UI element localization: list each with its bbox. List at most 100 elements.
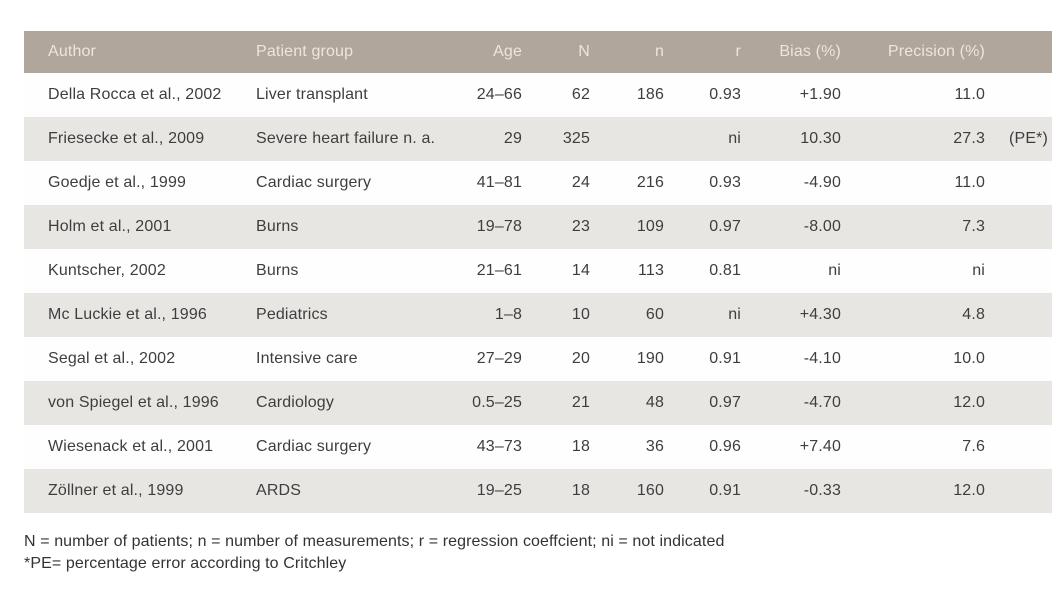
table-row: Della Rocca et al., 2002 Liver transplant… (24, 73, 1052, 117)
table-cell: Burns (256, 249, 426, 293)
column-header: Patient group (256, 31, 426, 73)
table-cell: Goedje et al., 1999 (24, 161, 256, 205)
table-cell: 113 (590, 249, 664, 293)
table-cell: von Spiegel et al., 1996 (24, 381, 256, 425)
table-cell: 27.3 (841, 117, 985, 161)
footnotes: N = number of patients; n = number of me… (24, 531, 724, 575)
table-cell: ni (741, 249, 841, 293)
table-row: Kuntscher, 2002 Burns 21–61 14 113 0.81 ni ni (24, 249, 1052, 293)
table-cell (985, 337, 1052, 381)
table-cell: 23 (522, 205, 590, 249)
table-cell: Wiesenack et al., 2001 (24, 425, 256, 469)
table-cell: 43–73 (426, 425, 522, 469)
pe-annotation: (PE*) (985, 117, 1052, 161)
table-cell: 0.93 (664, 161, 741, 205)
table-cell: 190 (590, 337, 664, 381)
table-cell: 21–61 (426, 249, 522, 293)
table-cell (985, 425, 1052, 469)
table-cell: 62 (522, 73, 590, 117)
table-cell: 10.0 (841, 337, 985, 381)
table-cell: 18 (522, 425, 590, 469)
column-header: N (522, 31, 590, 73)
table-cell: Severe heart failure n. a. (256, 117, 435, 161)
table-cell: ni (664, 293, 741, 337)
table-cell: 0.91 (664, 469, 741, 513)
column-header: Bias (%) (741, 31, 841, 73)
column-header: Age (426, 31, 522, 73)
table-cell: 325 (522, 117, 590, 161)
table-cell: 12.0 (841, 469, 985, 513)
table-cell: 160 (590, 469, 664, 513)
table-cell (985, 381, 1052, 425)
table-cell: 14 (522, 249, 590, 293)
table-cell: 7.3 (841, 205, 985, 249)
column-header: n (590, 31, 664, 73)
table-cell: Segal et al., 2002 (24, 337, 256, 381)
table-cell: ni (841, 249, 985, 293)
table-cell: Zöllner et al., 1999 (24, 469, 256, 513)
table-cell: 24 (522, 161, 590, 205)
footnote-pe-definition: *PE= percentage error according to Critc… (24, 555, 347, 572)
table-cell (985, 293, 1052, 337)
table-cell: 60 (590, 293, 664, 337)
table-cell: Burns (256, 205, 426, 249)
column-header: Precision (%) (841, 31, 985, 73)
table-cell: 0.97 (664, 381, 741, 425)
column-header-spacer (985, 31, 1052, 73)
table-cell (985, 161, 1052, 205)
table-cell: 7.6 (841, 425, 985, 469)
column-header: Author (24, 31, 256, 73)
table-cell: 11.0 (841, 161, 985, 205)
table-row: von Spiegel et al., 1996 Cardiology 0.5–25… (24, 381, 1052, 425)
table-cell: Kuntscher, 2002 (24, 249, 256, 293)
table-row: Wiesenack et al., 2001 Cardiac surgery 43–… (24, 425, 1052, 469)
table-row: Segal et al., 2002 Intensive care 27–29 20 1… (24, 337, 1052, 381)
table-cell: -0.33 (741, 469, 841, 513)
table-cell: 36 (590, 425, 664, 469)
table-cell: Liver transplant (256, 73, 426, 117)
table-cell: 11.0 (841, 73, 985, 117)
table-cell: Holm et al., 2001 (24, 205, 256, 249)
table-cell: 19–78 (426, 205, 522, 249)
table-row: Mc Luckie et al., 1996 Pediatrics 1–8 10 60 n… (24, 293, 1052, 337)
table-cell: 0.81 (664, 249, 741, 293)
table-cell: Pediatrics (256, 293, 426, 337)
table-cell: Friesecke et al., 2009 (24, 117, 256, 161)
table-row: Holm et al., 2001 Burns 19–78 23 109 0.97 -8.0… (24, 205, 1052, 249)
table-body: Della Rocca et al., 2002 Liver transplant… (24, 73, 1052, 513)
table-cell: 24–66 (426, 73, 522, 117)
table-cell: 27–29 (426, 337, 522, 381)
table-cell: Intensive care (256, 337, 426, 381)
table-cell: 48 (590, 381, 664, 425)
table-cell: 4.8 (841, 293, 985, 337)
table-cell: -8.00 (741, 205, 841, 249)
column-header: r (664, 31, 741, 73)
table-cell (590, 117, 664, 161)
table-row: Zöllner et al., 1999 ARDS 19–25 18 160 0.91 -0… (24, 469, 1052, 513)
table-cell: 10 (522, 293, 590, 337)
table-cell: 18 (522, 469, 590, 513)
table-cell: ARDS (256, 469, 426, 513)
table-cell: +4.30 (741, 293, 841, 337)
table-cell: 216 (590, 161, 664, 205)
table-row: Goedje et al., 1999 Cardiac surgery 41–81 2… (24, 161, 1052, 205)
table-cell: 41–81 (426, 161, 522, 205)
table-cell: 21 (522, 381, 590, 425)
footnote-abbreviations: N = number of patients; n = number of me… (24, 533, 725, 550)
table-cell: 1–8 (426, 293, 522, 337)
table-cell (985, 469, 1052, 513)
table-cell: 0.93 (664, 73, 741, 117)
table-cell: -4.90 (741, 161, 841, 205)
table-cell (985, 249, 1052, 293)
table-cell (985, 205, 1052, 249)
table-cell: 19–25 (426, 469, 522, 513)
table-cell: 0.96 (664, 425, 741, 469)
table-cell: 10.30 (741, 117, 841, 161)
table-cell: 0.97 (664, 205, 741, 249)
table-cell: -4.10 (741, 337, 841, 381)
table-cell: 12.0 (841, 381, 985, 425)
table-row: Friesecke et al., 2009 Severe heart failu… (24, 117, 1052, 161)
